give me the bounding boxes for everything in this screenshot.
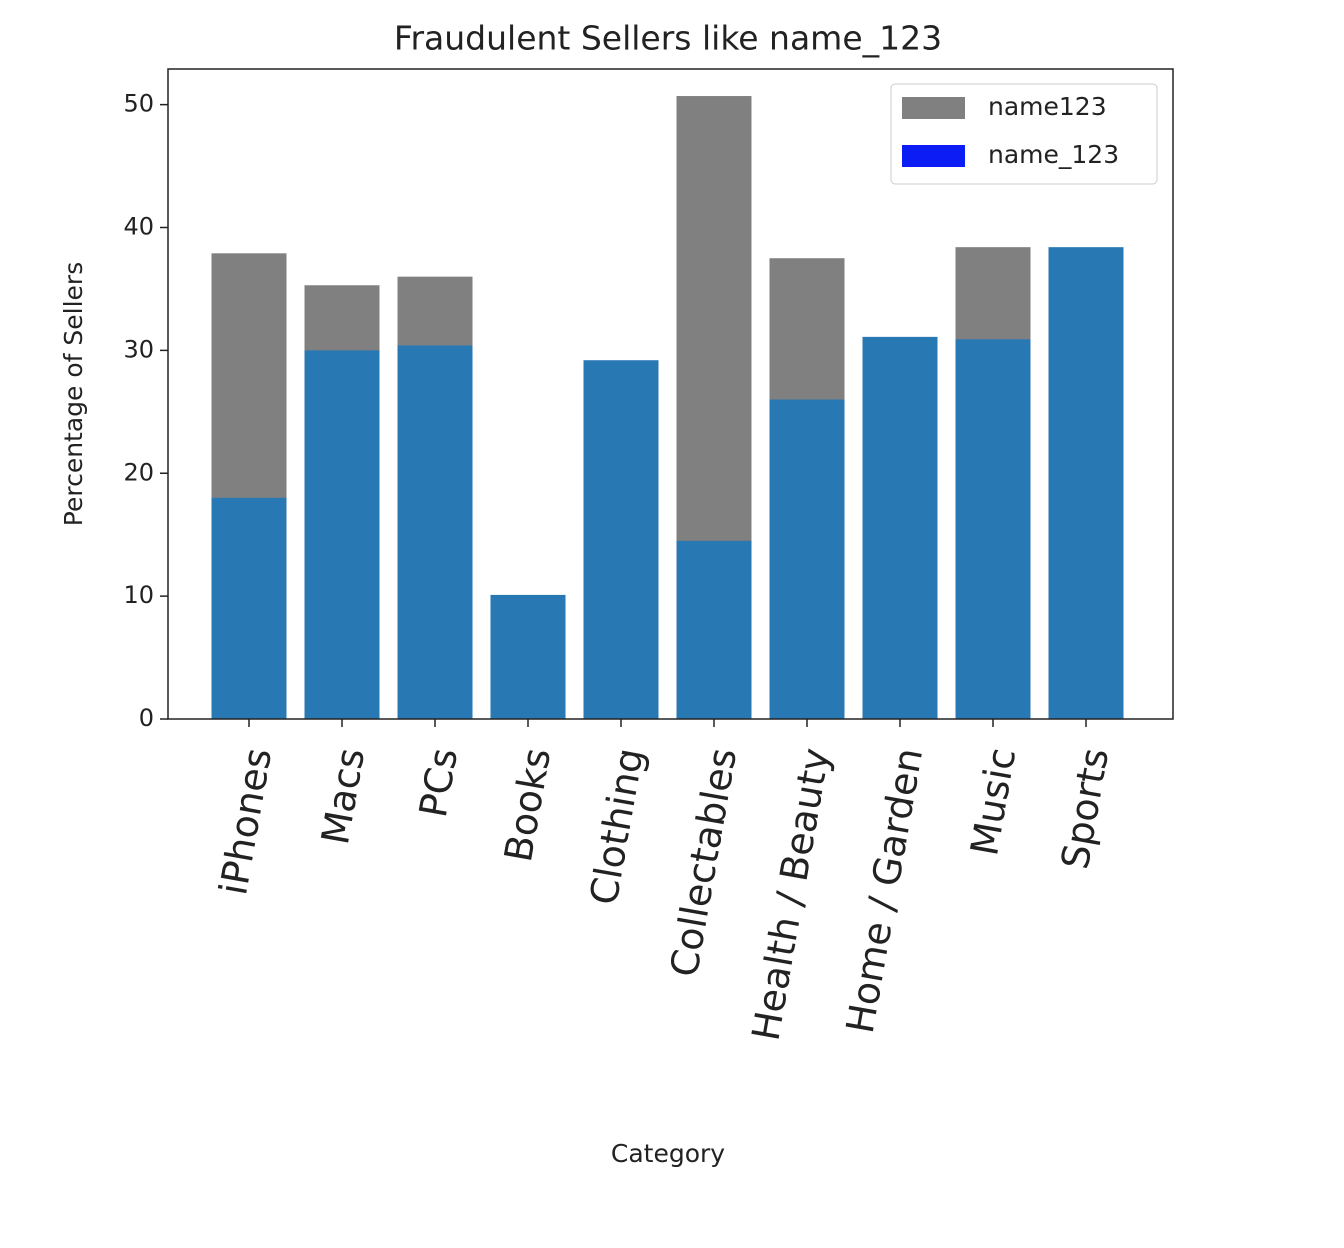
y-tick-label: 30 — [123, 335, 154, 363]
y-tick-label: 50 — [123, 90, 154, 118]
bar — [397, 345, 473, 719]
x-tick-label: Health / Beauty — [743, 745, 838, 1044]
bar — [862, 336, 938, 719]
x-tick-label: Home / Garden — [838, 745, 931, 1037]
bar — [955, 339, 1031, 719]
legend-label: name123 — [988, 92, 1107, 121]
x-tick-label: Macs — [313, 745, 373, 848]
x-tick-label: Clothing — [581, 745, 652, 908]
y-tick-label: 0 — [139, 704, 154, 732]
bar — [583, 360, 659, 719]
y-tick-label: 40 — [123, 213, 154, 241]
bar — [304, 350, 380, 719]
y-axis-label: Percentage of Sellers — [59, 262, 88, 526]
x-tick-label: Music — [962, 745, 1024, 859]
bar — [211, 497, 287, 719]
y-tick-label: 20 — [123, 458, 154, 486]
bar — [676, 540, 752, 719]
legend-label: name_123 — [988, 140, 1119, 169]
x-tick-label: Books — [496, 745, 559, 865]
legend-swatch — [902, 97, 965, 119]
y-tick-label: 10 — [123, 581, 154, 609]
x-tick-label: iPhones — [211, 745, 280, 898]
legend-swatch — [902, 145, 965, 167]
x-axis-label: Category — [611, 1139, 725, 1168]
bar — [490, 594, 566, 719]
x-tick-label: PCs — [411, 745, 466, 821]
chart-title: Fraudulent Sellers like name_123 — [394, 19, 942, 58]
plot-frame — [167, 68, 1174, 720]
bar — [1048, 247, 1124, 719]
x-tick-label: Sports — [1053, 745, 1117, 873]
legend: name123 name_123 — [890, 83, 1158, 185]
bar — [769, 399, 845, 719]
x-tick-label: Collectables — [662, 745, 745, 980]
